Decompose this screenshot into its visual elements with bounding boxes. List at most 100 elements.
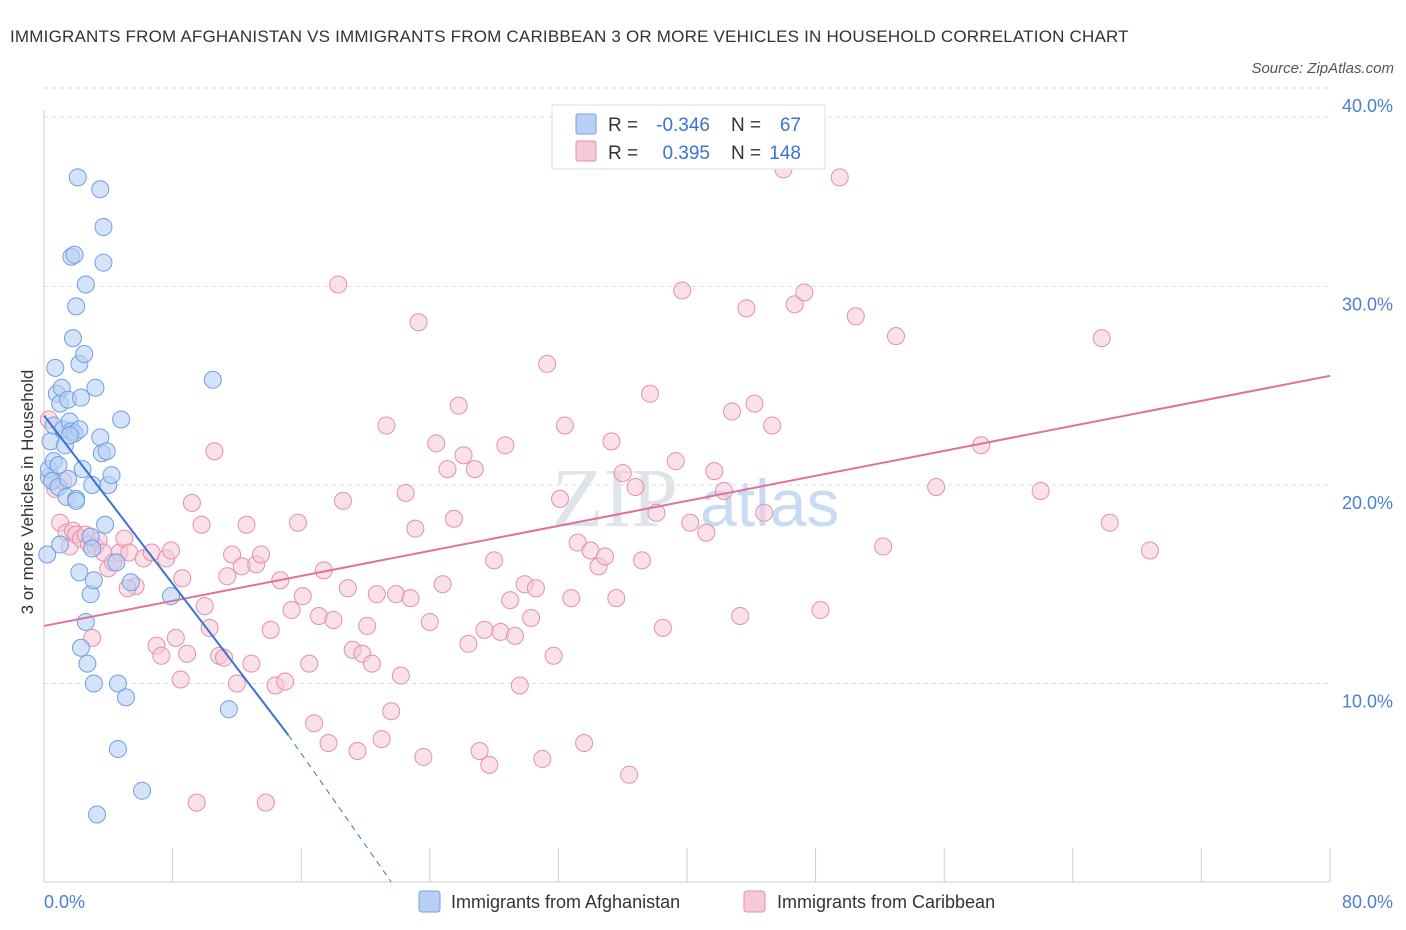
caribbean-point <box>242 654 261 673</box>
afghanistan-point <box>108 674 127 693</box>
caribbean-point <box>367 585 386 604</box>
caribbean-point <box>874 537 893 556</box>
afghanistan-point <box>46 358 65 377</box>
afghanistan-point <box>83 539 102 558</box>
caribbean-point <box>382 702 401 721</box>
caribbean-point <box>348 741 367 760</box>
afghanistan-point <box>71 638 90 657</box>
legend-r-value-caribbean: 0.395 <box>662 143 710 164</box>
caribbean-point <box>401 589 420 608</box>
caribbean-point <box>83 628 102 647</box>
caribbean-point <box>485 551 504 570</box>
caribbean-point <box>470 741 489 760</box>
legend-box <box>551 104 826 170</box>
x-tick-label: 80.0% <box>1342 892 1393 912</box>
afghanistan-point <box>84 571 103 590</box>
caribbean-point <box>427 434 446 453</box>
caribbean-point <box>607 589 626 608</box>
afghanistan-point <box>96 515 115 534</box>
caribbean-point <box>501 591 520 610</box>
caribbean-point <box>538 354 557 373</box>
afghanistan-point <box>71 388 90 407</box>
series-legend-swatch-afghanistan <box>418 890 441 913</box>
y-tick-label: 40.0% <box>1342 96 1393 116</box>
caribbean-point <box>785 295 804 314</box>
afghanistan-points <box>38 168 238 824</box>
caribbean-point <box>396 483 415 502</box>
caribbean-point <box>329 275 348 294</box>
grid-lines <box>44 87 1330 684</box>
caribbean-point <box>237 515 256 534</box>
caribbean-point <box>200 618 219 637</box>
caribbean-point <box>319 734 338 753</box>
afghanistan-point <box>73 460 92 479</box>
series-legend-label-caribbean: Immigrants from Caribbean <box>777 892 995 912</box>
afghanistan-point <box>65 245 84 264</box>
caribbean-point <box>409 313 428 332</box>
caribbean-point <box>737 299 756 318</box>
caribbean-point <box>223 545 242 564</box>
y-tick-label: 30.0% <box>1342 295 1393 315</box>
watermark-atlas: atlas <box>700 466 839 540</box>
caribbean-point <box>886 327 905 346</box>
caribbean-point <box>178 644 197 663</box>
afghanistan-point <box>203 370 222 389</box>
caribbean-point <box>596 547 615 566</box>
caribbean-point <box>555 416 574 435</box>
caribbean-point <box>1140 541 1159 560</box>
caribbean-point <box>811 601 830 620</box>
afghanistan-point <box>84 674 103 693</box>
caribbean-point <box>338 579 357 598</box>
x-tick-label: 0.0% <box>44 892 85 912</box>
caribbean-point <box>697 523 716 542</box>
caribbean-point <box>449 396 468 415</box>
caribbean-point <box>300 654 319 673</box>
legend-r-label: R = <box>608 143 638 164</box>
caribbean-point <box>218 567 237 586</box>
caribbean-point <box>358 616 377 635</box>
caribbean-point <box>526 579 545 598</box>
caribbean-point <box>454 446 473 465</box>
afghanistan-point <box>133 781 152 800</box>
afghanistan-point <box>121 573 140 592</box>
afghanistan-point <box>94 217 113 236</box>
afghanistan-point <box>107 553 126 572</box>
legend-n-value-caribbean: 148 <box>769 143 801 164</box>
caribbean-point <box>575 734 594 753</box>
caribbean-point <box>846 307 865 326</box>
caribbean-point <box>568 533 587 552</box>
caribbean-point <box>533 749 552 768</box>
caribbean-point <box>333 491 352 510</box>
caribbean-point <box>632 551 651 570</box>
caribbean-point <box>927 477 946 496</box>
caribbean-point <box>755 503 774 522</box>
caribbean-trend-line <box>43 374 1331 627</box>
caribbean-point <box>510 676 529 695</box>
caribbean-point <box>406 519 425 538</box>
legend-n-label: N = <box>731 143 761 164</box>
caribbean-point <box>195 597 214 616</box>
caribbean-point <box>475 620 494 639</box>
caribbean-point <box>187 793 206 812</box>
caribbean-point <box>215 648 234 667</box>
afghanistan-point <box>38 545 57 564</box>
x-axis-ticks <box>43 848 1331 882</box>
caribbean-point <box>173 569 192 588</box>
caribbean-point <box>192 515 211 534</box>
caribbean-point <box>795 283 814 302</box>
legend-r-label: R = <box>608 115 638 136</box>
stats-legend: R = -0.346 N = 67 R = 0.395 N = 148 <box>551 104 826 170</box>
afghanistan-point <box>70 563 89 582</box>
caribbean-point <box>414 747 433 766</box>
caribbean-point <box>182 493 201 512</box>
caribbean-point <box>1031 481 1050 500</box>
legend-swatch-afghanistan <box>575 113 597 135</box>
afghanistan-point <box>88 805 107 824</box>
legend-r-value-afghanistan: -0.346 <box>656 115 710 136</box>
caribbean-point <box>1092 329 1111 348</box>
caribbean-points <box>39 118 1159 812</box>
caribbean-point <box>171 670 190 689</box>
afghanistan-point <box>63 329 82 348</box>
legend-n-label: N = <box>731 115 761 136</box>
afghanistan-point <box>91 180 110 199</box>
